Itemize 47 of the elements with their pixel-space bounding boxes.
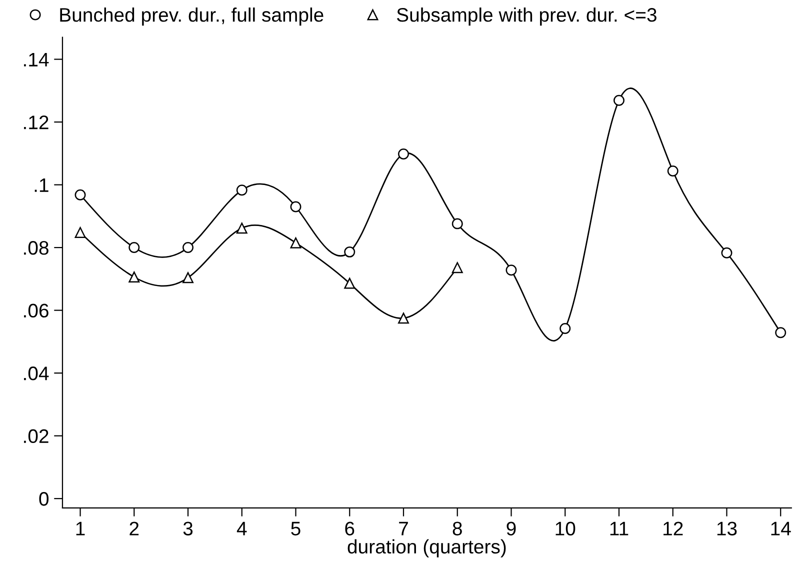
point: [236, 222, 248, 234]
x-tick-label: 4: [236, 522, 247, 536]
x-tick-label: 8: [452, 522, 462, 536]
legend-label: Bunched prev. dur., full sample: [60, 8, 324, 26]
y-tick-label: .1: [34, 178, 48, 192]
x-axis-title: duration (quarters): [348, 539, 506, 558]
x-tick-label: 5: [291, 522, 300, 536]
x-tick-label: 14: [771, 522, 791, 536]
point: [182, 272, 194, 284]
x-tick-label: 11: [610, 522, 628, 536]
x-tick-label: 1: [76, 522, 85, 536]
x-tick-label: 7: [399, 522, 408, 536]
point: [128, 272, 140, 283]
point: [182, 242, 194, 254]
point: [344, 278, 356, 289]
point: [290, 201, 302, 212]
y-tick-label: .12: [24, 116, 48, 130]
x-tick-label: 12: [664, 522, 683, 536]
point: [290, 237, 302, 248]
point: [667, 165, 678, 176]
y-tick-label: .06: [24, 304, 48, 318]
point: [775, 327, 786, 338]
point: [398, 312, 409, 324]
point: [452, 262, 463, 274]
x-tick-label: 9: [506, 522, 516, 536]
point: [128, 242, 140, 254]
y-tick-label: 0: [39, 492, 49, 506]
point: [74, 227, 86, 238]
y-tick-label: .04: [24, 366, 49, 380]
x-tick-label: 10: [556, 522, 576, 536]
x-tick-label: 13: [717, 522, 737, 536]
point: [614, 94, 624, 106]
point: [560, 323, 571, 334]
point: [721, 247, 732, 258]
legend-label: Subsample with prev. dur. <=3: [396, 8, 656, 26]
y-tick-label: .02: [24, 429, 48, 444]
x-tick-label: 3: [183, 522, 193, 536]
point: [236, 184, 248, 196]
y-tick-label: .14: [24, 52, 49, 66]
x-tick-label: 6: [345, 522, 354, 536]
y-tick-label: .08: [24, 241, 48, 255]
point: [398, 148, 409, 160]
point: [506, 264, 517, 276]
point: [344, 246, 356, 258]
point: [452, 218, 463, 230]
point: [74, 189, 86, 200]
x-tick-label: 2: [130, 522, 139, 536]
